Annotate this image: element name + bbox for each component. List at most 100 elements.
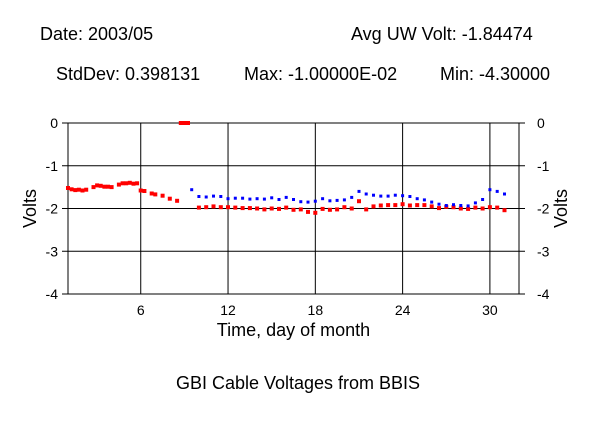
blue-data-point (503, 192, 506, 196)
y-axis-title-right: Volts (551, 189, 571, 228)
blue-data-point (459, 204, 463, 207)
red-data-point (327, 207, 332, 212)
blue-data-point (422, 198, 426, 202)
red-data-point (106, 184, 110, 189)
red-data-point (291, 207, 296, 212)
x-axis-title: Time, day of month (217, 320, 370, 340)
red-data-point (240, 206, 245, 211)
x-tick-label: 18 (308, 302, 324, 318)
blue-data-point (430, 200, 434, 204)
red-data-point (393, 203, 398, 208)
red-data-point (102, 184, 107, 189)
red-data-point (135, 181, 140, 186)
red-data-point (487, 205, 492, 210)
blue-data-point (386, 194, 390, 198)
red-data-point (298, 207, 303, 212)
red-data-point (364, 207, 369, 212)
blue-data-point (226, 197, 230, 201)
blue-data-point (241, 196, 245, 200)
red-data-point (247, 206, 252, 211)
red-data-point (284, 205, 289, 210)
red-data-point (473, 205, 478, 210)
y-tick-label-right: -1 (537, 158, 550, 174)
y-tick-label-right: -3 (537, 243, 550, 259)
red-data-point (342, 205, 347, 210)
blue-data-point (357, 189, 361, 193)
blue-data-point (197, 195, 201, 198)
x-tick-label: 24 (395, 302, 411, 318)
blue-data-point (306, 200, 310, 204)
red-data-point (349, 206, 354, 211)
red-data-point (211, 204, 216, 209)
blue-data-point (444, 204, 448, 207)
red-data-point (66, 186, 70, 190)
red-data-point (73, 188, 78, 193)
red-data-point (378, 203, 383, 208)
blue-data-point (204, 195, 208, 199)
red-data-point (502, 208, 507, 213)
y-tick-label-right: -4 (537, 286, 550, 302)
blue-data-point (277, 198, 281, 201)
red-data-point (407, 203, 412, 208)
blue-data-point (292, 198, 295, 201)
blue-data-point (233, 196, 237, 200)
red-data-point (306, 209, 310, 214)
blue-data-point (335, 198, 339, 202)
red-data-point (196, 205, 201, 210)
blue-data-point (379, 194, 383, 198)
red-data-point (120, 181, 125, 186)
x-tick-label: 12 (220, 302, 236, 318)
red-data-point (142, 189, 147, 193)
blue-data-point (342, 198, 346, 202)
blue-data-point (255, 197, 259, 201)
red-data-point (226, 205, 230, 210)
red-data-point (437, 206, 441, 211)
blue-data-point (248, 197, 252, 201)
red-data-point (458, 206, 463, 211)
y-tick-label-right: 0 (537, 115, 545, 131)
blue-data-point (190, 188, 194, 192)
red-data-point (138, 188, 143, 193)
red-data-point (182, 121, 187, 125)
blue-data-point (488, 188, 492, 192)
red-data-point (69, 187, 74, 192)
blue-data-point (299, 200, 303, 204)
y-axis-title-left: Volts (20, 189, 40, 228)
blue-data-point (481, 198, 485, 201)
blue-data-point (321, 197, 325, 201)
red-data-point (422, 203, 427, 208)
date-label: Date: 2003/05 (40, 24, 154, 44)
blue-data-point (437, 202, 441, 206)
stddev-label: StdDev: 0.398131 (56, 64, 201, 84)
red-data-point (186, 121, 190, 125)
blue-data-point (473, 201, 477, 205)
data-points (66, 121, 507, 215)
blue-data-point (219, 195, 223, 198)
red-data-point (415, 203, 420, 208)
avg-voltage-label: Avg UW Volt: -1.84474 (351, 24, 533, 44)
red-data-point (371, 204, 376, 209)
red-data-point (313, 210, 318, 215)
red-data-point (277, 206, 281, 211)
y-tick-label-left: -3 (46, 243, 59, 259)
red-data-point (131, 181, 136, 186)
red-data-point (269, 206, 274, 211)
blue-data-point (284, 195, 288, 199)
red-data-point (116, 182, 121, 187)
red-data-point (451, 205, 456, 210)
red-data-point (480, 206, 485, 211)
red-data-point (127, 180, 132, 185)
y-tick-label-left: -2 (46, 201, 59, 217)
max-label: Max: -1.00000E-02 (244, 64, 398, 84)
red-data-point (320, 206, 325, 211)
red-data-point (386, 203, 391, 208)
blue-data-point (212, 194, 215, 198)
red-data-point (124, 181, 129, 186)
blue-data-point (393, 193, 397, 197)
red-data-point (218, 205, 223, 210)
red-data-point (160, 193, 165, 198)
red-data-point (466, 206, 471, 211)
red-data-point (167, 196, 172, 201)
red-data-point (91, 185, 96, 190)
